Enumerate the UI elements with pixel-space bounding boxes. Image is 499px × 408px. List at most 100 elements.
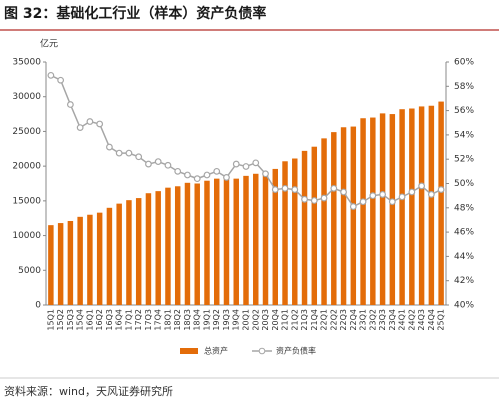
y2-tick-label: 48% [454, 203, 474, 213]
y2-tick-label: 40% [454, 301, 474, 311]
y2-tick-label: 56% [454, 106, 474, 116]
x-tick-label: 24Q3 [417, 309, 426, 331]
x-tick-label: 24Q2 [407, 309, 416, 331]
x-tick-label: 23Q4 [388, 309, 397, 331]
line-point [408, 188, 416, 196]
line-point [359, 198, 367, 206]
line-point [115, 149, 123, 157]
y2-tick-label: 50% [454, 179, 474, 189]
line-point [76, 124, 84, 132]
bar [253, 173, 259, 305]
bar [184, 182, 191, 305]
x-tick-label: 18Q1 [163, 309, 172, 331]
line-point [418, 182, 426, 190]
bar [399, 109, 405, 305]
y2-tick-label: 54% [454, 130, 474, 140]
line-point [145, 160, 152, 168]
bar [418, 106, 425, 305]
line-point [57, 76, 65, 84]
bar [370, 117, 376, 306]
x-tick-label: 15Q1 [46, 309, 55, 331]
bar [204, 180, 210, 305]
line-point [271, 186, 279, 193]
y2-tick-label: 44% [454, 252, 474, 262]
x-tick-label: 20Q4 [271, 309, 280, 331]
bar [233, 178, 239, 305]
bar [389, 114, 396, 305]
bar [311, 146, 318, 305]
y-tick-label: 25000 [12, 127, 41, 137]
line-point [388, 198, 396, 206]
bar [379, 113, 386, 306]
bar [165, 187, 171, 305]
y2-tick-label: 42% [454, 276, 474, 286]
bar [438, 101, 444, 306]
y-tick-label: 0 [35, 301, 41, 311]
line-point [349, 203, 357, 210]
line-point [164, 161, 172, 169]
line-point [203, 171, 211, 179]
y-unit: 亿元 [40, 38, 58, 50]
bar [194, 183, 200, 305]
line-point [86, 118, 94, 125]
source: 资料来源：wind，天风证券研究所 [4, 384, 173, 398]
x-tick-label: 16Q3 [105, 309, 114, 331]
line-point [310, 197, 318, 204]
line-point [437, 186, 445, 193]
x-tick-label: 18Q3 [183, 309, 192, 331]
x-tick-label: 21Q1 [281, 309, 290, 331]
legend-label: 总资产 [204, 346, 228, 356]
bar [214, 178, 220, 305]
x-tick-label: 17Q3 [144, 309, 153, 331]
bar [223, 179, 230, 305]
bar [116, 203, 122, 305]
legend-label: 资产负债率 [276, 346, 316, 356]
line-point [213, 167, 221, 175]
x-tick-label: 20Q2 [251, 309, 260, 331]
x-tick-label: 21Q2 [290, 309, 299, 331]
line-point [398, 193, 406, 201]
line-point [301, 195, 308, 203]
x-tick-label: 16Q4 [115, 309, 124, 331]
bar [301, 150, 308, 305]
x-tick-label: 23Q1 [359, 309, 368, 331]
x-tick-label: 21Q4 [310, 309, 319, 331]
x-tick-label: 23Q3 [378, 309, 387, 331]
x-tick-label: 15Q4 [76, 309, 85, 331]
line-point [369, 192, 377, 200]
line-point [47, 71, 55, 79]
line-point [427, 191, 435, 198]
bar [67, 220, 74, 305]
x-tick-label: 19Q3 [222, 309, 231, 331]
x-tick-label: 16Q1 [85, 309, 94, 331]
x-tick-label: 18Q2 [173, 309, 182, 331]
line-point [106, 143, 113, 151]
x-tick-label: 25Q1 [437, 309, 446, 331]
x-tick-label: 20Q3 [261, 309, 270, 331]
x-tick-label: 19Q1 [202, 309, 211, 331]
line-point [96, 120, 104, 128]
line-point [320, 194, 328, 202]
bar [360, 118, 366, 305]
bar [96, 212, 103, 305]
x-tick-label: 15Q3 [66, 309, 75, 331]
line-point [135, 153, 143, 161]
x-tick-label: 17Q2 [134, 309, 143, 331]
line-point [242, 163, 250, 170]
y-tick-label: 35000 [12, 58, 41, 68]
line-point [262, 170, 269, 178]
x-tick-label: 22Q3 [339, 309, 348, 331]
y2-tick-label: 58% [454, 82, 474, 92]
line-point [174, 167, 182, 175]
line-point [184, 171, 191, 179]
line-point [252, 159, 260, 167]
line-point [193, 175, 201, 183]
line-point [379, 191, 386, 198]
line-point [66, 101, 74, 108]
bar [48, 225, 54, 305]
x-tick-label: 22Q1 [320, 309, 329, 331]
bar [321, 138, 327, 305]
x-tick-label: 17Q1 [124, 309, 133, 331]
line-point [232, 160, 240, 168]
